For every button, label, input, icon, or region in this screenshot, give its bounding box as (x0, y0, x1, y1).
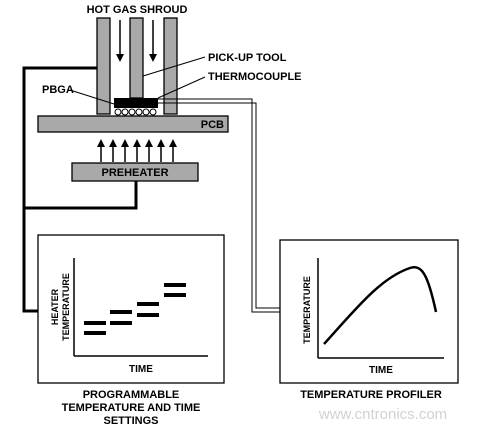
heater-level-bar (137, 313, 159, 317)
pcb-board (37, 115, 229, 133)
temperature-profile-curve (323, 265, 438, 345)
pcb-label: PCB (201, 119, 224, 131)
programmable-caption-line1: PROGRAMMABLE (83, 389, 180, 401)
time-axis-label-left: TIME (129, 364, 153, 375)
temperature-profiler-caption: TEMPERATURE PROFILER (300, 389, 442, 401)
pick-up-tool (129, 17, 144, 99)
time-axis-label-right: TIME (369, 365, 393, 376)
heater-level-bar (110, 321, 132, 325)
temperature-axis-label-right: TEMPERATURE (302, 276, 312, 344)
pbga-label: PBGA (42, 84, 74, 96)
thermocouple-wire (158, 98, 280, 313)
heater-level-bar (110, 310, 132, 314)
programmable-caption-line3: SETTINGS (103, 415, 158, 427)
pbga-leader (69, 89, 115, 105)
hot-gas-shroud-label: HOT GAS SHROUD (87, 4, 188, 16)
solder-ball-icon (149, 108, 157, 116)
heater-level-bar (164, 283, 186, 287)
solder-ball-icon (121, 108, 129, 116)
shroud-left-wall (96, 17, 111, 115)
heater-axis-label-line1: HEATER (50, 288, 60, 325)
thermocouple-label: THERMOCOUPLE (208, 71, 302, 83)
profile-axes (317, 258, 444, 359)
watermark: www.cntronics.com (318, 406, 447, 423)
heater-level-bar (84, 321, 106, 325)
thermocouple-leader (157, 76, 206, 99)
heater-step-levels (84, 283, 186, 335)
solder-ball-icon (114, 108, 122, 116)
solder-ball-icon (135, 108, 143, 116)
solder-ball-icon (142, 108, 150, 116)
heater-axis-label-line2: TEMPERATURE (61, 273, 71, 341)
solder-balls (114, 108, 157, 116)
solder-ball-icon (128, 108, 136, 116)
programmable-settings-box (37, 234, 225, 384)
heater-temperature-axes (73, 258, 208, 357)
pick-up-tool-leader (142, 56, 206, 77)
programmable-caption-line2: TEMPERATURE AND TIME (62, 402, 201, 414)
pbga-package (114, 98, 158, 108)
preheater-label: PREHEATER (101, 167, 168, 179)
pick-up-tool-label: PICK-UP TOOL (208, 52, 287, 64)
heater-level-bar (137, 302, 159, 306)
temperature-profiler-box (279, 239, 459, 384)
heater-level-bar (84, 331, 106, 335)
heater-level-bar (164, 293, 186, 297)
control-cables (22, 66, 138, 313)
preheat-arrows (97, 139, 177, 162)
